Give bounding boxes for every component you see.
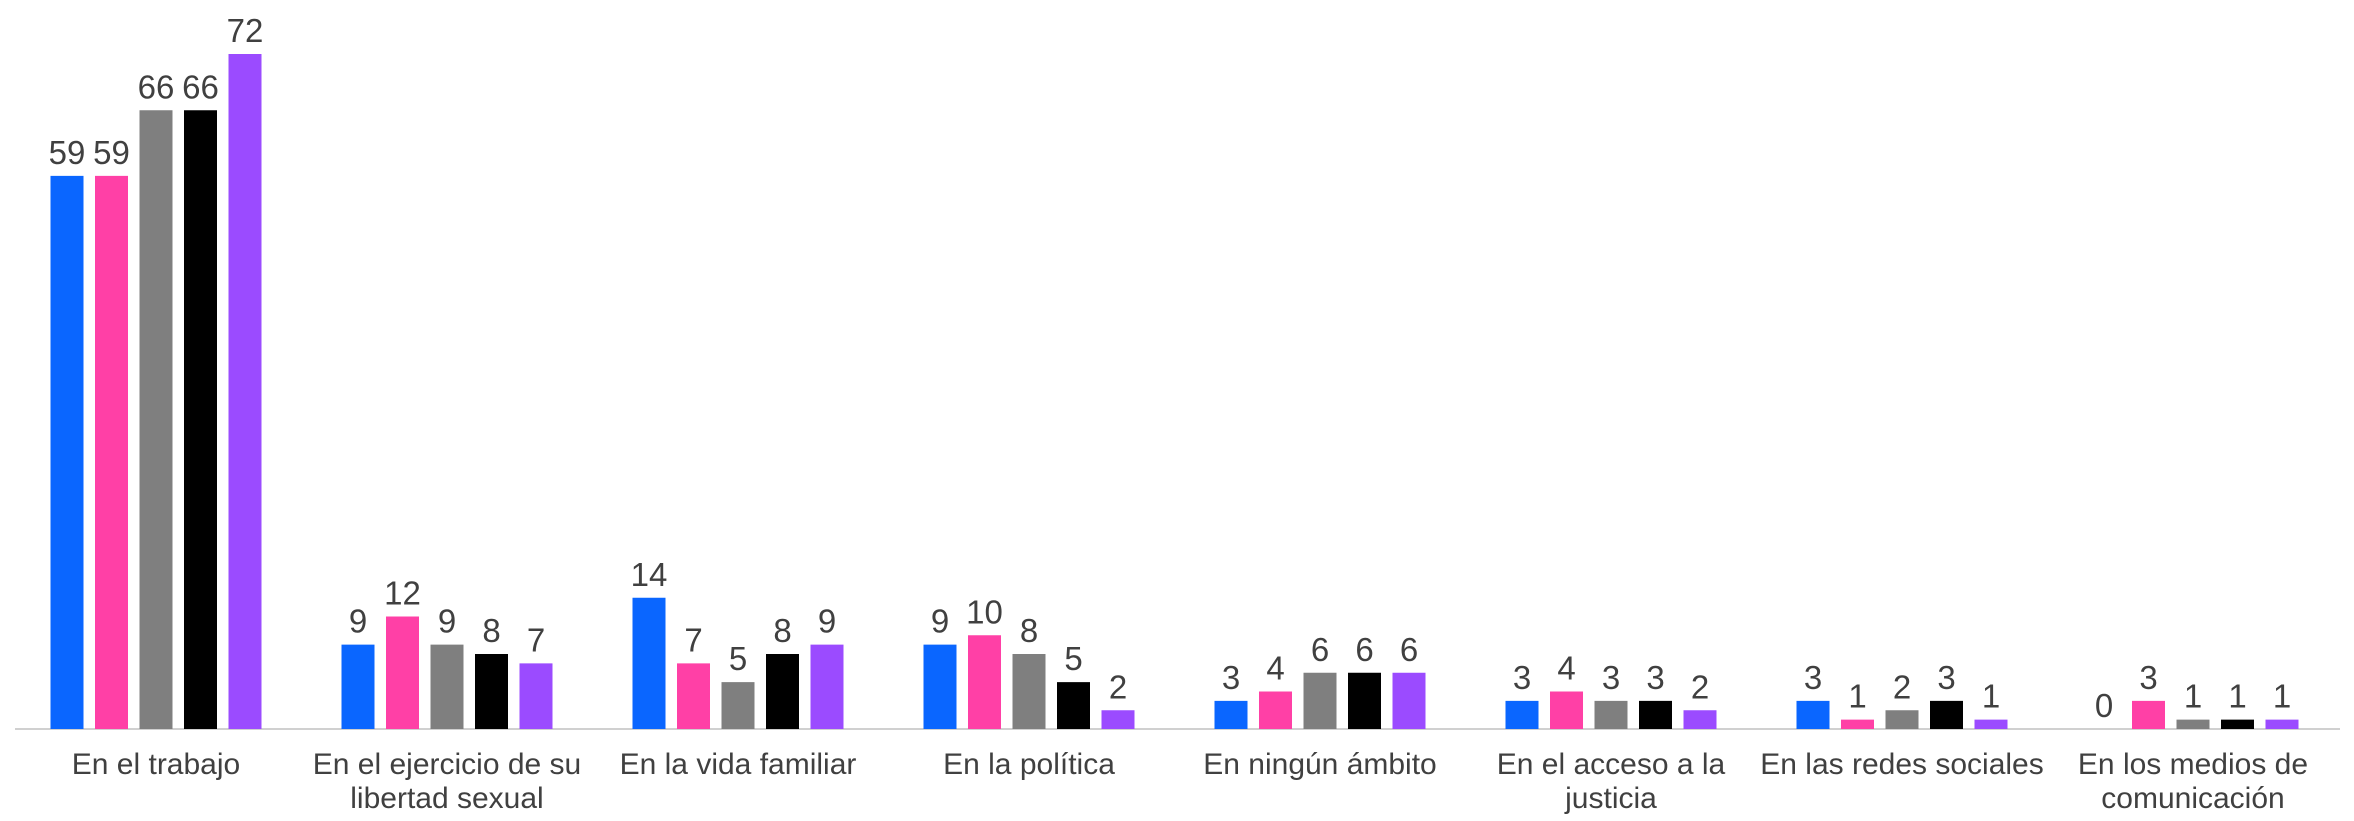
bar bbox=[1101, 710, 1135, 729]
data-label: 3 bbox=[1937, 659, 1955, 696]
data-label: 1 bbox=[1982, 678, 2000, 715]
data-label: 8 bbox=[1020, 612, 1038, 649]
bar bbox=[341, 644, 375, 729]
x-tick-label: En el ejercicio de su libertad sexual bbox=[312, 748, 582, 815]
bar bbox=[1259, 691, 1292, 729]
bar bbox=[810, 644, 844, 729]
bar bbox=[95, 175, 128, 729]
data-label: 7 bbox=[684, 621, 702, 658]
bar bbox=[766, 654, 799, 729]
x-tick-label: En la vida familiar bbox=[619, 748, 857, 781]
bar bbox=[968, 635, 1001, 729]
data-label: 72 bbox=[227, 12, 264, 49]
data-label: 4 bbox=[1266, 650, 1284, 687]
bar bbox=[139, 110, 173, 729]
data-label: 66 bbox=[182, 68, 219, 105]
data-label: 59 bbox=[49, 134, 86, 171]
data-label: 5 bbox=[1064, 640, 1082, 677]
bar bbox=[2221, 719, 2254, 729]
bar bbox=[1348, 672, 1381, 729]
data-label: 8 bbox=[773, 612, 791, 649]
data-label: 14 bbox=[631, 556, 668, 593]
data-label: 10 bbox=[966, 593, 1003, 630]
bar bbox=[1505, 700, 1539, 729]
x-tick-label: En el trabajo bbox=[71, 748, 241, 781]
bar bbox=[632, 597, 666, 729]
x-tick-label: En el acceso a la justicia bbox=[1496, 748, 1726, 815]
data-label: 3 bbox=[1513, 659, 1531, 696]
bar bbox=[475, 654, 508, 729]
x-tick-label: En la política bbox=[943, 748, 1115, 781]
bar bbox=[1392, 672, 1426, 729]
data-label: 7 bbox=[527, 621, 545, 658]
bar bbox=[2265, 719, 2299, 729]
bar bbox=[2132, 700, 2165, 729]
bar bbox=[386, 616, 419, 729]
bar bbox=[1303, 672, 1337, 729]
bar bbox=[1885, 710, 1919, 729]
data-label: 1 bbox=[2228, 678, 2246, 715]
bar bbox=[1639, 700, 1672, 729]
data-label: 3 bbox=[1222, 659, 1240, 696]
data-label: 1 bbox=[1848, 678, 1866, 715]
x-tick-label: En las redes sociales bbox=[1760, 748, 2044, 781]
bar bbox=[430, 644, 464, 729]
bar bbox=[519, 663, 553, 729]
bar bbox=[677, 663, 710, 729]
data-label: 9 bbox=[438, 603, 456, 640]
x-tick-label: En los medios de comunicación bbox=[2077, 748, 2309, 815]
bar bbox=[1012, 654, 1046, 729]
bar bbox=[2176, 719, 2210, 729]
bar bbox=[50, 175, 84, 729]
data-label: 2 bbox=[1893, 668, 1911, 705]
data-label: 12 bbox=[384, 575, 421, 612]
data-label: 5 bbox=[729, 640, 747, 677]
data-label: 3 bbox=[1804, 659, 1822, 696]
bar bbox=[1683, 710, 1717, 729]
data-label: 3 bbox=[2139, 659, 2157, 696]
bar bbox=[1594, 700, 1628, 729]
data-label: 2 bbox=[1109, 668, 1127, 705]
bar bbox=[184, 110, 217, 729]
data-label: 8 bbox=[482, 612, 500, 649]
data-label: 3 bbox=[1602, 659, 1620, 696]
bar bbox=[923, 644, 957, 729]
bar bbox=[1930, 700, 1963, 729]
data-label: 6 bbox=[1311, 631, 1329, 668]
data-label: 1 bbox=[2273, 678, 2291, 715]
bar bbox=[721, 682, 755, 729]
data-label: 3 bbox=[1646, 659, 1664, 696]
bar bbox=[1214, 700, 1248, 729]
data-label: 59 bbox=[93, 134, 130, 171]
bar bbox=[1796, 700, 1830, 729]
bar bbox=[1057, 682, 1090, 729]
bar bbox=[1974, 719, 2008, 729]
data-label: 9 bbox=[931, 603, 949, 640]
data-label: 9 bbox=[349, 603, 367, 640]
bar bbox=[1841, 719, 1874, 729]
data-label: 6 bbox=[1400, 631, 1418, 668]
data-label: 6 bbox=[1355, 631, 1373, 668]
data-label: 0 bbox=[2095, 687, 2113, 724]
x-tick-label: En ningún ámbito bbox=[1203, 748, 1437, 781]
data-label: 9 bbox=[818, 603, 836, 640]
bar bbox=[1550, 691, 1583, 729]
data-label: 2 bbox=[1691, 668, 1709, 705]
bar bbox=[228, 54, 262, 729]
data-label: 4 bbox=[1557, 650, 1575, 687]
data-label: 66 bbox=[138, 68, 175, 105]
data-label: 1 bbox=[2184, 678, 2202, 715]
